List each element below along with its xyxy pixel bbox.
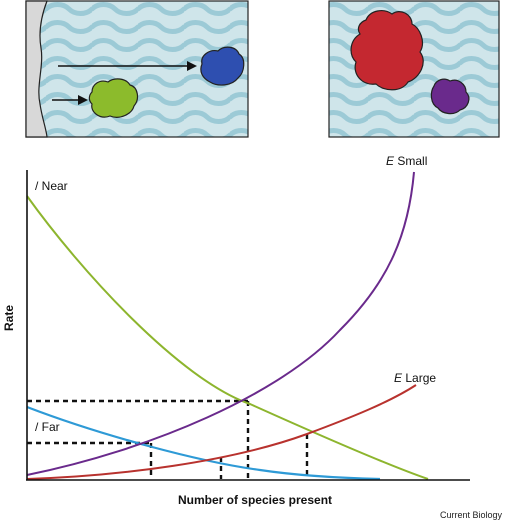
immigration-far-curve	[26, 405, 381, 481]
rate-graph: / Near / Far E Small E Large Rate Number…	[2, 154, 470, 507]
immigration-far-label: / Far	[35, 420, 60, 434]
extinction-large-curve	[26, 384, 417, 480]
left-island-panel	[25, 0, 249, 138]
extinction-small-label-text: Small	[394, 154, 427, 168]
right-island-panel	[328, 0, 500, 138]
small-island	[430, 78, 470, 115]
y-axis-label: Rate	[2, 305, 16, 331]
far-island	[200, 46, 245, 86]
extinction-small-curve	[26, 171, 415, 476]
near-island	[88, 78, 139, 118]
large-island	[350, 10, 424, 91]
immigration-near-label: / Near	[35, 179, 68, 193]
journal-credit: Current Biology	[440, 510, 503, 520]
extinction-small-label-italic: E	[386, 154, 395, 168]
extinction-large-label-italic: E	[394, 371, 403, 385]
equilibrium-guides	[27, 399, 309, 479]
extinction-large-label: E Large	[394, 371, 436, 385]
immigration-near-curve	[26, 195, 429, 480]
extinction-large-label-text: Large	[402, 371, 436, 385]
x-axis-label: Number of species present	[178, 493, 332, 507]
extinction-small-label: E Small	[386, 154, 427, 168]
mainland	[25, 0, 48, 138]
